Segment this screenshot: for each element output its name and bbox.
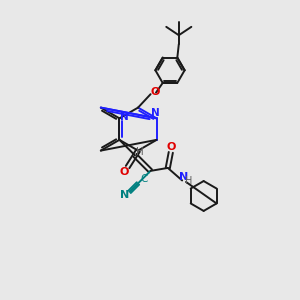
- Text: N: N: [179, 172, 188, 182]
- Text: N: N: [151, 108, 160, 118]
- Text: N: N: [121, 190, 130, 200]
- Text: O: O: [166, 142, 176, 152]
- Text: O: O: [120, 167, 129, 177]
- Text: H: H: [136, 147, 144, 157]
- Text: C: C: [141, 174, 148, 184]
- Text: H: H: [185, 176, 192, 186]
- Text: O: O: [150, 87, 160, 97]
- Text: N: N: [120, 112, 129, 122]
